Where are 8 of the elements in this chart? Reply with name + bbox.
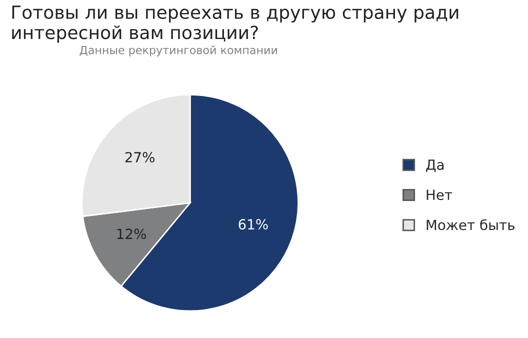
data-label: 12%: [117, 228, 146, 240]
data-label: 61%: [238, 219, 268, 230]
data-label: 27%: [125, 152, 154, 162]
chart-subtitle: Данные рекрутинговой компании: [80, 46, 277, 56]
legend-label: Да: [426, 160, 444, 172]
chart-title: Готовы ли вы переехать в другую страну ради интересной вам позиции?: [12, 6, 458, 43]
legend-label: Нет: [426, 190, 452, 200]
legend-label: Может быть: [426, 219, 514, 230]
